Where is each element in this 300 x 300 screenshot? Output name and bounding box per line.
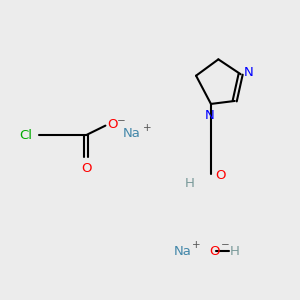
Text: H: H xyxy=(185,177,195,190)
Text: H: H xyxy=(230,244,239,258)
Text: +: + xyxy=(142,123,151,133)
Text: N: N xyxy=(205,109,214,122)
Text: Na: Na xyxy=(123,127,141,140)
Text: −: − xyxy=(221,240,230,250)
Text: O: O xyxy=(107,118,118,131)
Text: N: N xyxy=(244,66,254,79)
Text: Na: Na xyxy=(174,244,192,258)
Text: −: − xyxy=(116,116,125,126)
Text: O: O xyxy=(209,244,220,258)
Text: O: O xyxy=(215,169,226,182)
Text: +: + xyxy=(192,240,200,250)
Text: O: O xyxy=(81,162,91,175)
Text: Cl: Cl xyxy=(20,129,33,142)
